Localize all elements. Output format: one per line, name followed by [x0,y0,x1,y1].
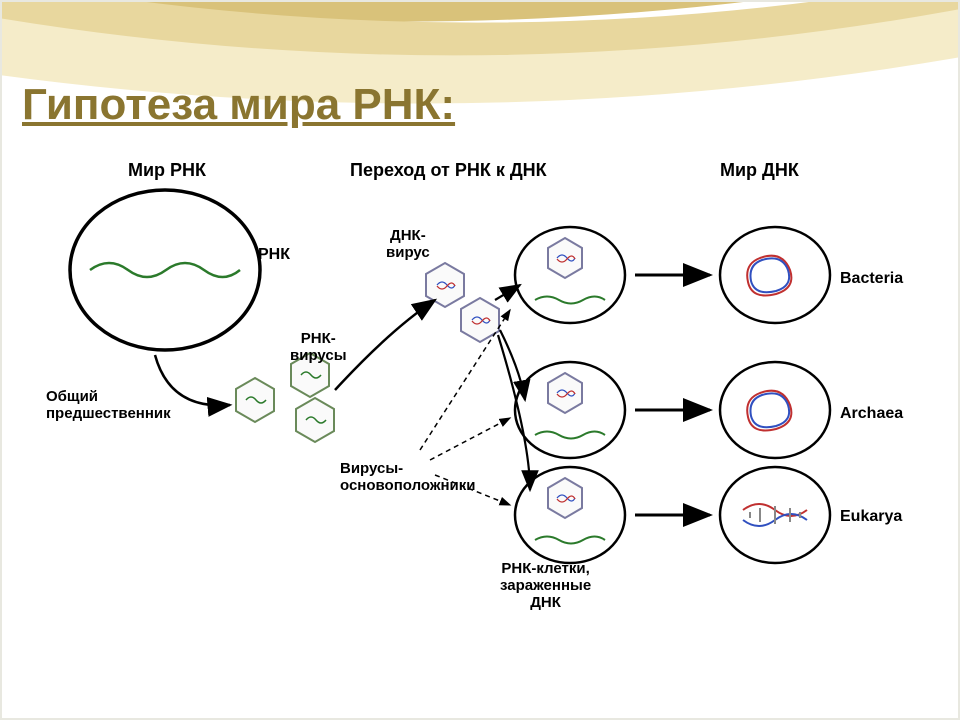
label-ancestor: Общий предшественник [46,388,171,422]
rna-wave-c2t [535,297,605,304]
label-rnk: РНК [258,246,290,264]
rna-wave-big [90,263,240,277]
arrow-vo-m [430,418,510,460]
hex-rv3 [296,398,334,442]
cells-group [70,190,830,563]
label-dna-virus: ДНК- вирус [386,227,430,261]
dna-blob-arch-b [750,393,789,427]
hex-c2t [548,238,582,278]
hex-dv1 [426,263,464,307]
cell-col3-mid [720,362,830,458]
dna-blobs [747,256,791,431]
hex-c2m [548,373,582,413]
dna-blob-bact-r [747,256,791,296]
arrow-rv-dv [335,300,435,390]
colhead-dna-world: Мир ДНК [720,160,799,181]
hex-rv1 [236,378,274,422]
rna-wave-c2b [535,537,605,544]
label-rnk-cells: РНК-клетки, зараженные ДНК [500,560,591,611]
colhead-rnk-world: Мир РНК [128,160,206,181]
rna-wave-c2m [535,432,605,439]
label-virus-founders: Вирусы- основоположники [340,460,476,494]
hex-c2b [548,478,582,518]
label-archaea: Archaea [840,405,903,423]
helix-euk [743,504,807,526]
arrow-dv-c2t [495,285,520,300]
rna-world-diagram [0,0,960,720]
dna-blob-arch-r [747,391,791,431]
label-eukarya: Eukarya [840,508,902,526]
dna-blob-bact-b [750,258,789,292]
label-rnk-viruses: РНК- вирусы [290,330,347,364]
slide-border [1,1,959,719]
cell-col3-top [720,227,830,323]
label-bacteria: Bacteria [840,270,903,288]
colhead-transition: Переход от РНК к ДНК [350,160,547,181]
